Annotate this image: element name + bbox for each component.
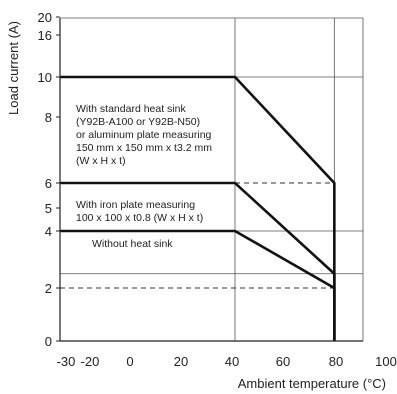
y-tick-label: 4 [45,224,52,239]
x-tick-label: 80 [329,354,343,369]
tick-labels: 0 2 4 5 6 8 10 16 20 -30 -20 0 20 40 60 80 100 [38,10,397,369]
x-tick-label: -30 [57,354,76,369]
annotation-text-2: 100 x 100 x t0.8 (W x H x t) [76,212,203,224]
annotation-text-1: (W x H x t) [76,155,126,167]
x-tick-label: 100 [375,354,397,369]
y-tick-label: 16 [38,28,52,43]
y-tick-label: 0 [45,334,52,349]
annotation-text-2: With iron plate measuring [76,199,195,211]
y-tick-label: 10 [38,70,52,85]
x-tick-label: 20 [174,354,188,369]
annotation-text-1: (Y92B-A100 or Y92B-N50) [76,116,200,128]
annotations: With standard heat sink(Y92B-A100 or Y92… [76,103,212,250]
y-tick-label: 5 [45,201,52,216]
reference-lines [60,182,335,289]
x-tick-label: -20 [81,354,100,369]
x-tick-label: 0 [126,354,133,369]
annotation-text-1: 150 mm x 150 mm x t3.2 mm [76,142,212,154]
y-tick-label: 2 [45,281,52,296]
x-tick-label: 60 [276,354,290,369]
annotation-text-1: With standard heat sink [76,103,186,115]
y-tick-label: 20 [38,10,52,25]
grid [60,17,364,341]
x-tick-label: 40 [225,354,239,369]
series-line-3 [60,229,336,341]
axes [59,18,363,342]
y-tick-label: 8 [45,110,52,125]
y-tick-label: 6 [45,176,52,191]
annotation-text-1: or aluminum plate measuring [76,129,212,141]
series-lines [60,75,336,341]
y-axis-label: Load current (A) [6,21,21,115]
series-line-1 [60,75,336,341]
x-axis-label: Ambient temperature (°C) [238,376,386,391]
annotation-text-3: Without heat sink [92,238,173,250]
